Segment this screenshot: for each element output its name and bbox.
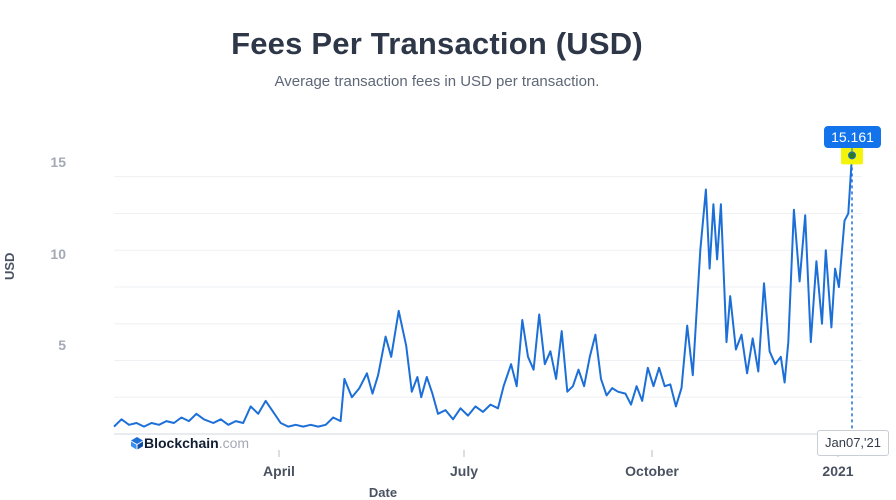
data-point: [848, 151, 856, 160]
y-tick-label: 10: [50, 246, 66, 262]
x-axis-label: Date: [368, 485, 398, 500]
logo-tld-text: .com: [218, 435, 250, 451]
chart-title: Fees Per Transaction (USD): [231, 26, 643, 61]
x-tick-label: 2021: [822, 463, 854, 479]
y-tick-label: 5: [58, 337, 66, 353]
x-tick-label: April: [263, 463, 295, 479]
logo-brand-text: Blockchain: [144, 435, 219, 451]
x-tick-label: July: [449, 463, 479, 479]
series-line: [113, 155, 853, 428]
blockchain-logo: Blockchain.com: [130, 435, 249, 451]
value-tooltip: 15.161: [824, 126, 881, 148]
date-tooltip: Jan07,'21: [817, 430, 889, 456]
chart-subtitle: Average transaction fees in USD per tran…: [274, 73, 600, 90]
x-tick-label: October: [625, 463, 679, 479]
blockchain-logo-icon: [131, 437, 143, 450]
y-tick-label: 15: [50, 154, 66, 170]
